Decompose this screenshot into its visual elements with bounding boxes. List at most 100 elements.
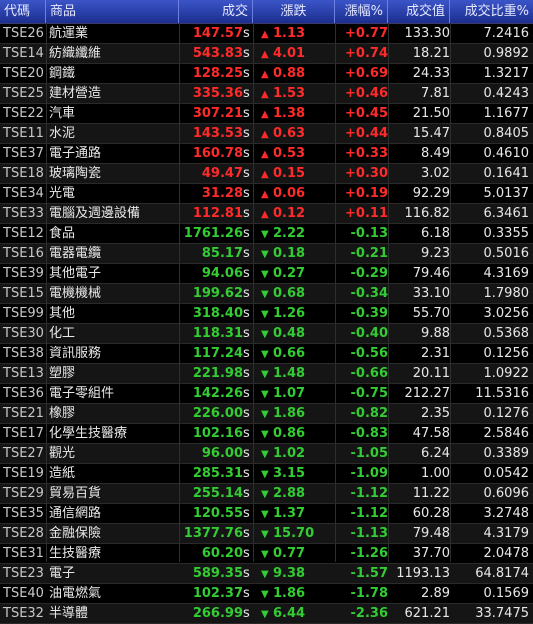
cell-pct: -0.34 [350,286,388,301]
cell-pct: -0.56 [350,346,388,361]
table-row[interactable]: TSE40 油電燃氣 102.37 s ▼ 1.86 -1.78 2.89 0.1569 [0,584,533,604]
table-row[interactable]: TSE16 電器電纜 85.17 s ▼ 0.18 -0.21 9.23 0.5016 [0,244,533,264]
table-row[interactable]: TSE35 通信網路 120.55 s ▼ 1.37 -1.12 60.28 3.2748 [0,504,533,524]
col-header-pct[interactable]: 漲幅% [335,0,388,23]
cell-code: TSE40 [3,586,44,601]
cell-price: 589.35 [192,566,243,581]
table-row[interactable]: TSE38 資訊服務 117.24 s ▼ 0.66 -0.56 2.31 0.1256 [0,344,533,364]
column-divider [46,23,47,562]
table-row[interactable]: TSE23 電子 589.35 s ▼ 9.38 -1.57 1193.13 64.8174 [0,564,533,584]
table-row[interactable]: TSE20 鋼鐵 128.25 s ▲ 0.88 +0.69 24.33 1.3217 [0,64,533,84]
cell-code: TSE22 [3,106,44,121]
cell-change: ▼ 0.27 [253,264,335,283]
col-header-name[interactable]: 商品 [46,0,179,23]
cell-price-suffix: s [243,346,250,361]
column-divider [179,23,180,562]
cell-pct: -0.40 [350,326,388,341]
cell-volume: 2.35 [421,406,450,421]
table-row[interactable]: TSE17 化學生技醫療 102.16 s ▼ 0.86 -0.83 47.58 2.5846 [0,424,533,444]
table-row[interactable]: TSE33 電腦及週邊設備 112.81 s ▲ 0.12 +0.11 116.82 6.346… [0,204,533,224]
up-arrow-icon: ▲ [261,69,269,80]
cell-price: 31.28 [201,186,243,201]
col-header-change[interactable]: 漲跌 [253,0,335,23]
table-row[interactable]: TSE12 食品 1761.26 s ▼ 2.22 -0.13 6.18 0.3355 [0,224,533,244]
cell-name: 電器電纜 [49,246,102,261]
cell-price-suffix: s [243,226,250,241]
cell-change-value: 1.26 [273,306,306,321]
cell-name: 電子零組件 [49,386,115,401]
cell-ratio: 5.0137 [483,186,530,201]
cell-price-suffix: s [243,586,250,601]
cell-ratio: 3.2748 [483,506,530,521]
cell-name: 塑膠 [49,366,76,381]
cell-pct: -1.57 [350,566,388,581]
col-header-volume[interactable]: 成交值 [388,0,450,23]
cell-price: 318.40 [192,306,243,321]
table-row[interactable]: TSE21 橡膠 226.00 s ▼ 1.86 -0.82 2.35 0.1276 [0,404,533,424]
cell-pct: +0.30 [345,166,388,181]
cell-volume: 37.70 [412,546,450,561]
cell-price: 199.62 [192,286,243,301]
table-row[interactable]: TSE25 建材營造 335.36 s ▲ 1.53 +0.46 7.81 0.4243 [0,84,533,104]
col-header-ratio[interactable]: 成交比重% [464,4,529,19]
cell-change: ▼ 6.44 [253,604,335,623]
cell-change: ▲ 1.13 [253,24,335,43]
table-row[interactable]: TSE36 電子零組件 142.26 s ▼ 1.07 -0.75 212.27 11.5316 [0,384,533,404]
cell-code: TSE17 [3,426,44,441]
cell-pct: +0.33 [345,146,388,161]
cell-change-value: 0.53 [273,146,306,161]
col-header-code[interactable]: 代碼 [0,0,46,23]
cell-code: TSE34 [3,186,44,201]
cell-price-suffix: s [243,526,250,541]
cell-pct: +0.45 [345,106,388,121]
table-row[interactable]: TSE32 半導體 266.99 s ▼ 6.44 -2.36 621.21 33.7475 [0,604,533,624]
cell-name: 觀光 [49,446,76,461]
table-row[interactable]: TSE29 貿易百貨 255.14 s ▼ 2.88 -1.12 11.22 0.6096 [0,484,533,504]
table-row[interactable]: TSE28 金融保險 1377.76 s ▼ 15.70 -1.13 79.48 4.3179 [0,524,533,544]
table-row[interactable]: TSE18 玻璃陶瓷 49.47 s ▲ 0.15 +0.30 3.02 0.1641 [0,164,533,184]
table-row[interactable]: TSE11 水泥 143.53 s ▲ 0.63 +0.44 15.47 0.8405 [0,124,533,144]
cell-ratio: 7.2416 [483,26,530,41]
cell-change-value: 6.44 [273,606,306,621]
cell-volume: 15.47 [412,126,450,141]
table-row[interactable]: TSE99 其他 318.40 s ▼ 1.26 -0.39 55.70 3.0256 [0,304,533,324]
cell-price: 1377.76 [183,526,243,541]
cell-name: 鋼鐵 [49,66,76,81]
table-row[interactable]: TSE19 造紙 285.31 s ▼ 3.15 -1.09 1.00 0.0542 [0,464,533,484]
cell-change: ▼ 3.15 [253,464,335,483]
cell-pct: -0.66 [350,366,388,381]
col-header-price[interactable]: 成交 [179,0,253,23]
cell-ratio: 0.1256 [483,346,530,361]
table-row[interactable]: TSE22 汽車 307.21 s ▲ 1.38 +0.45 21.50 1.1677 [0,104,533,124]
cell-price-suffix: s [243,506,250,521]
table-row[interactable]: TSE30 化工 118.31 s ▼ 0.48 -0.40 9.88 0.5368 [0,324,533,344]
table-row[interactable]: TSE14 紡織纖維 543.83 s ▲ 4.01 +0.74 18.21 0.9892 [0,44,533,64]
cell-pct: +0.44 [345,126,388,141]
column-divider [450,23,451,562]
cell-price: 226.00 [192,406,243,421]
up-arrow-icon: ▲ [261,29,269,40]
table-row[interactable]: TSE26 航運業 147.57 s ▲ 1.13 +0.77 133.30 7.2416 [0,24,533,44]
cell-volume: 2.31 [421,346,450,361]
cell-ratio: 0.4243 [483,86,530,101]
table-row[interactable]: TSE27 觀光 96.00 s ▼ 1.02 -1.05 6.24 0.3389 [0,444,533,464]
cell-pct: -0.83 [350,426,388,441]
cell-price: 160.78 [192,146,243,161]
table-row[interactable]: TSE15 電機機械 199.62 s ▼ 0.68 -0.34 33.10 1.7980 [0,284,533,304]
table-row[interactable]: TSE37 電子通路 160.78 s ▲ 0.53 +0.33 8.49 0.4610 [0,144,533,164]
cell-change: ▼ 0.66 [253,344,335,363]
cell-volume: 9.23 [421,246,450,261]
cell-change-value: 1.02 [273,446,306,461]
cell-pct: -1.12 [350,486,388,501]
cell-change: ▼ 1.86 [253,584,335,603]
table-row[interactable]: TSE31 生技醫療 60.20 s ▼ 0.77 -1.26 37.70 2.0478 [0,544,533,564]
down-arrow-icon: ▼ [261,509,269,520]
table-row[interactable]: TSE39 其他電子 94.06 s ▼ 0.27 -0.29 79.46 4.3169 [0,264,533,284]
cell-name: 生技醫療 [49,546,102,561]
cell-price: 94.06 [201,266,243,281]
table-row[interactable]: TSE13 塑膠 221.98 s ▼ 1.48 -0.66 20.11 1.0922 [0,364,533,384]
table-row[interactable]: TSE34 光電 31.28 s ▲ 0.06 +0.19 92.29 5.0137 [0,184,533,204]
cell-change-value: 1.86 [273,406,306,421]
cell-ratio: 0.9892 [483,46,530,61]
table-body: TSE26 航運業 147.57 s ▲ 1.13 +0.77 133.30 7.2416 TSE… [0,24,533,624]
